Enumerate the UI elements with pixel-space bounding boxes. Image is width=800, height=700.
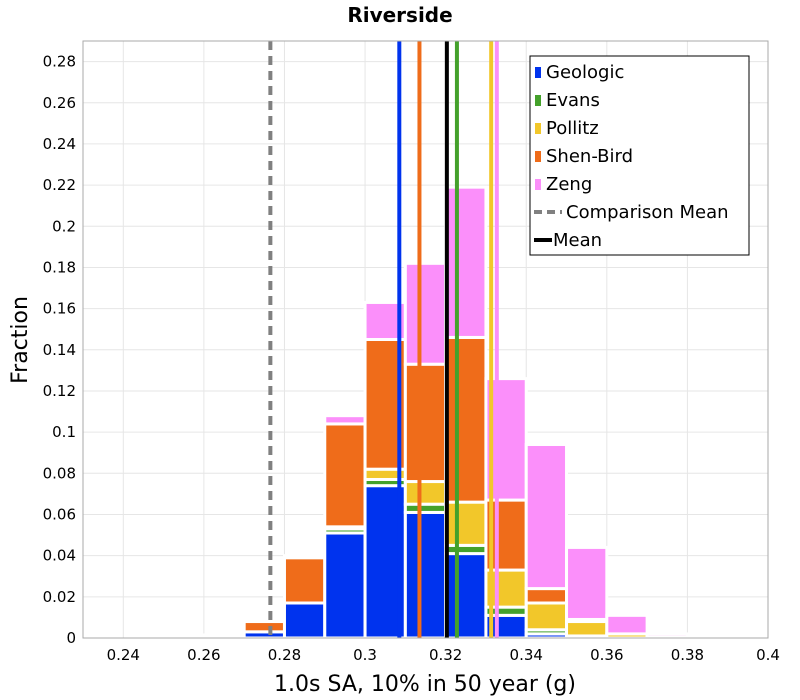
y-tick-label: 0.04 bbox=[43, 547, 76, 565]
x-tick-label: 0.24 bbox=[107, 646, 140, 664]
legend-swatch bbox=[535, 67, 541, 78]
bar-zeng bbox=[444, 185, 488, 339]
y-axis-ticks: 0 0.02 0.04 0.06 0.08 0.1 0.12 0.14 0.16 0.18 0.2 0… bbox=[43, 53, 76, 647]
y-tick-label: 0.14 bbox=[43, 341, 76, 359]
bar-shen-bird bbox=[282, 556, 327, 605]
legend-label: Geologic bbox=[546, 62, 624, 83]
bar-shen-bird bbox=[444, 335, 488, 504]
bar-zeng bbox=[242, 619, 286, 624]
bar-zeng bbox=[565, 545, 609, 621]
y-tick-label: 0.24 bbox=[43, 135, 76, 153]
x-tick-label: 0.32 bbox=[429, 646, 462, 664]
bar-geologic bbox=[444, 552, 488, 640]
bar-zeng bbox=[202, 633, 246, 638]
legend-label: Comparison Mean bbox=[566, 202, 729, 223]
bar-pollitz bbox=[524, 601, 569, 632]
bar-pollitz bbox=[565, 620, 609, 638]
legend-label: Pollitz bbox=[546, 118, 599, 139]
y-tick-label: 0.12 bbox=[43, 382, 76, 400]
bar-geologic bbox=[403, 510, 448, 640]
y-axis-label: Fraction bbox=[8, 296, 33, 384]
legend: Geologic Evans Pollitz Shen-Bird Zeng Compari… bbox=[529, 55, 750, 256]
legend-label: Mean bbox=[553, 230, 602, 251]
x-tick-label: 0.38 bbox=[671, 646, 704, 664]
y-tick-label: 0.22 bbox=[43, 176, 76, 194]
legend-swatch bbox=[535, 123, 541, 134]
mean-lines bbox=[268, 41, 499, 638]
x-axis-label: 1.0s SA, 10% in 50 year (g) bbox=[274, 672, 576, 697]
bar-zeng bbox=[282, 554, 327, 560]
y-tick-label: 0.28 bbox=[43, 53, 76, 71]
bar-zeng bbox=[605, 613, 649, 636]
y-tick-label: 0.16 bbox=[43, 300, 76, 318]
y-tick-label: 0.02 bbox=[43, 588, 76, 606]
bar-shen-bird bbox=[242, 620, 286, 634]
bar-zeng bbox=[524, 442, 569, 591]
legend-label: Shen-Bird bbox=[546, 146, 633, 167]
y-tick-label: 0.06 bbox=[43, 505, 76, 523]
bar-geologic bbox=[282, 601, 327, 640]
x-tick-label: 0.3 bbox=[353, 646, 377, 664]
legend-label: Evans bbox=[546, 90, 600, 111]
chart-title: Riverside bbox=[347, 3, 452, 27]
y-tick-label: 0.1 bbox=[52, 423, 76, 441]
bar-geologic bbox=[323, 531, 367, 640]
x-tick-label: 0.26 bbox=[187, 646, 220, 664]
x-tick-label: 0.4 bbox=[756, 646, 780, 664]
y-tick-label: 0.08 bbox=[43, 464, 76, 482]
legend-box bbox=[529, 55, 750, 256]
bar-zeng bbox=[403, 261, 448, 366]
legend-swatch bbox=[535, 179, 541, 190]
x-axis-ticks: 0.24 0.26 0.28 0.3 0.32 0.34 0.36 0.38 0.4 bbox=[107, 646, 780, 664]
y-tick-label: 0.18 bbox=[43, 258, 76, 276]
bar-pollitz bbox=[444, 500, 488, 547]
bar-pollitz bbox=[403, 480, 448, 506]
bar-shen-bird bbox=[524, 587, 569, 605]
y-tick-label: 0.26 bbox=[43, 94, 76, 112]
x-tick-label: 0.36 bbox=[590, 646, 623, 664]
bar-zeng bbox=[645, 632, 689, 639]
x-tick-label: 0.34 bbox=[510, 646, 543, 664]
legend-label: Zeng bbox=[546, 174, 592, 195]
bar-zeng bbox=[323, 414, 367, 426]
bar-shen-bird bbox=[323, 422, 367, 529]
legend-swatch bbox=[535, 151, 541, 162]
bar-shen-bird bbox=[403, 362, 448, 484]
x-tick-label: 0.28 bbox=[268, 646, 301, 664]
plot-frame bbox=[82, 40, 769, 639]
y-tick-label: 0 bbox=[66, 629, 76, 647]
legend-swatch bbox=[535, 95, 541, 106]
y-tick-label: 0.2 bbox=[52, 217, 76, 235]
